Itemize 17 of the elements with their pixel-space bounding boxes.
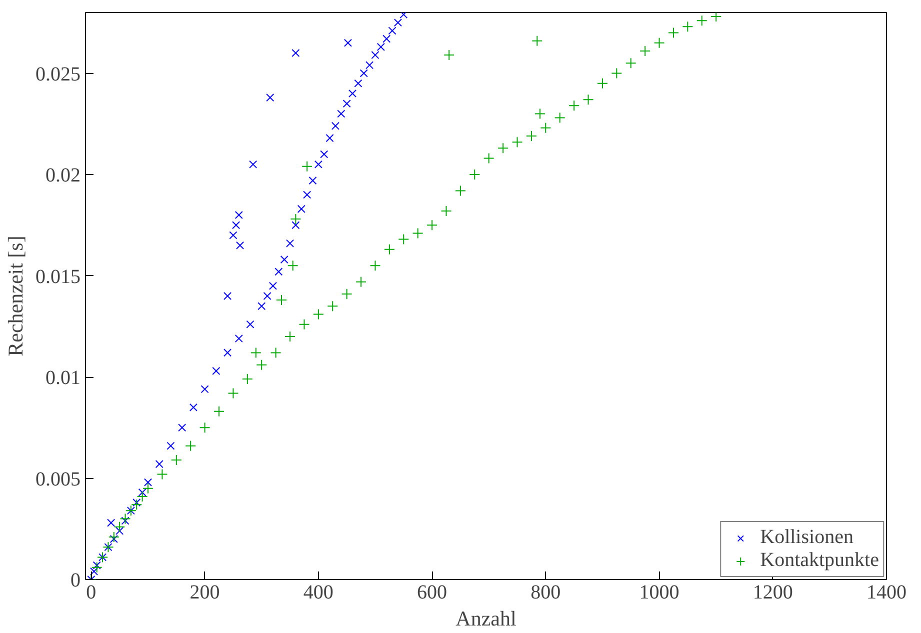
x-axis-title: Anzahl — [456, 606, 516, 630]
y-axis-title: Rechenzeit [s] — [4, 236, 28, 356]
x-tick-label: 200 — [190, 582, 220, 604]
x-tick-label: 0 — [86, 582, 96, 604]
y-tick-label: 0.02 — [46, 164, 80, 186]
x-tick-label: 1200 — [752, 582, 793, 604]
y-tick-label: 0.01 — [46, 367, 80, 389]
y-tick-label: 0.015 — [36, 266, 80, 288]
x-tick-label: 400 — [303, 582, 334, 604]
x-tick-label: 600 — [417, 582, 448, 604]
y-tick-label: 0.025 — [36, 63, 80, 86]
legend-label: Kontaktpunkte — [760, 549, 879, 572]
y-tick-label: 0.005 — [36, 468, 80, 490]
x-tick-label: 1000 — [639, 582, 680, 604]
x-tick-label: 800 — [530, 582, 561, 604]
legend-label: Kollisionen — [760, 526, 854, 549]
x-tick-label: 1400 — [866, 582, 906, 604]
